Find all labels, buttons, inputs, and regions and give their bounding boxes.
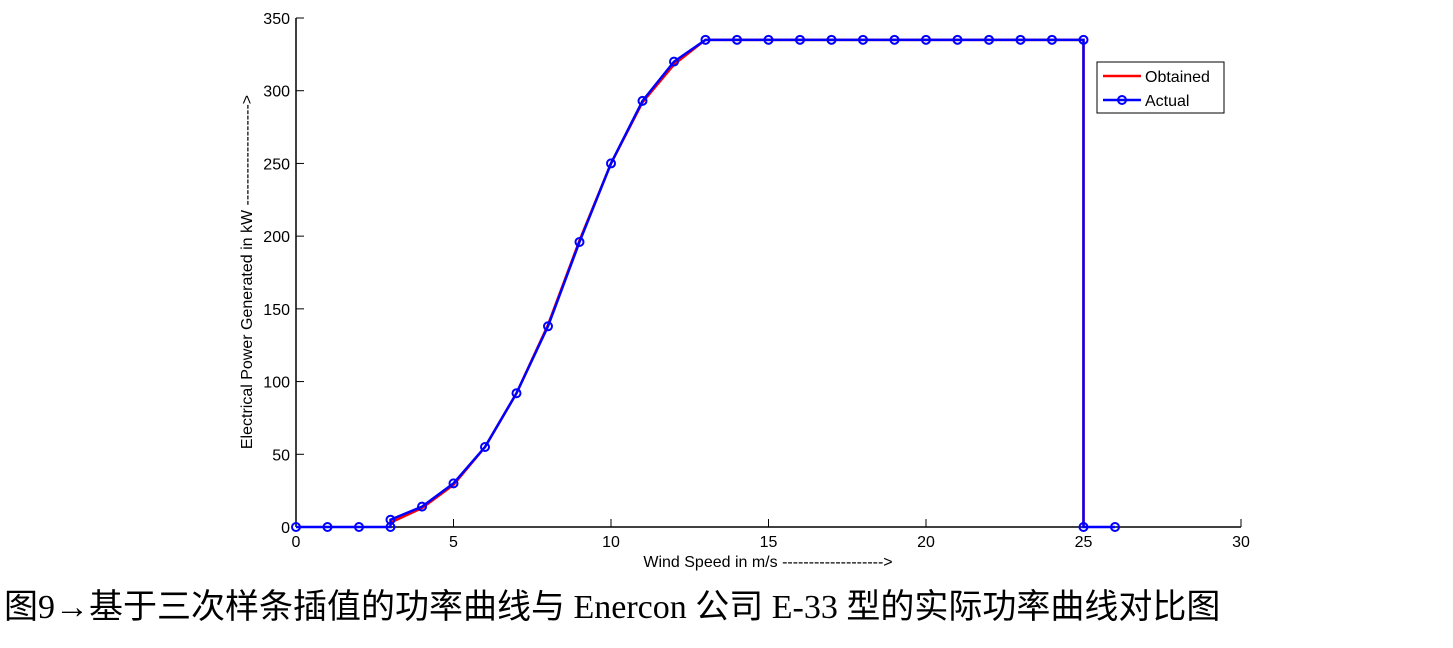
point: [889, 34, 900, 45]
point: [921, 34, 931, 45]
legend-box: [1096, 61, 1225, 114]
x-tick-label: 30: [1232, 534, 1250, 551]
legend-marker: [1117, 95, 1127, 105]
point: [732, 34, 742, 45]
caption: 图9→基于三次样条插值的功率曲线与 Enercon 公司 E-33 型的实际功率…: [4, 588, 1220, 626]
y-tick-label: 350: [263, 11, 290, 28]
point: [417, 501, 427, 512]
point: [700, 34, 711, 45]
y-tick-label: 0: [281, 520, 290, 537]
y-tick-label: 100: [263, 375, 290, 392]
point: [952, 34, 963, 45]
point: [574, 236, 585, 247]
point: [795, 34, 805, 45]
series-line: [389, 38, 1085, 527]
legend-label: Obtained: [1145, 69, 1210, 86]
point: [385, 514, 396, 525]
y-tick-label: 250: [263, 156, 290, 173]
point: [1110, 522, 1120, 532]
point: [543, 321, 553, 332]
legend-label: Actual: [1145, 93, 1189, 110]
point: [322, 522, 333, 532]
y-tick-label: 50: [272, 447, 290, 464]
point: [291, 522, 301, 532]
point: [480, 442, 490, 453]
series-line: [296, 38, 1115, 529]
point: [1078, 522, 1089, 532]
y-tick-label: 300: [263, 84, 290, 101]
point: [511, 388, 522, 399]
x-tick-label: 0: [292, 534, 301, 551]
y-axis-label: Electrical Power Generated in kW -------…: [239, 95, 256, 449]
x-tick-label: 10: [602, 534, 620, 551]
x-tick-label: 15: [760, 534, 778, 551]
y-tick-label: 200: [263, 229, 290, 246]
x-axis-label: Wind Speed in m/s ------------------->: [643, 554, 892, 571]
point: [606, 158, 616, 169]
point: [763, 34, 774, 45]
x-tick-label: 20: [917, 534, 935, 551]
point: [637, 95, 648, 106]
point: [669, 56, 679, 67]
y-tick-label: 150: [263, 302, 290, 319]
point: [984, 34, 994, 45]
point: [858, 34, 868, 45]
x-tick-label: 25: [1075, 534, 1093, 551]
point: [448, 478, 459, 489]
point: [1047, 34, 1057, 45]
point: [1015, 34, 1026, 45]
point: [826, 34, 837, 45]
point: [354, 522, 364, 532]
point: [1078, 34, 1089, 45]
x-tick-label: 5: [449, 534, 458, 551]
